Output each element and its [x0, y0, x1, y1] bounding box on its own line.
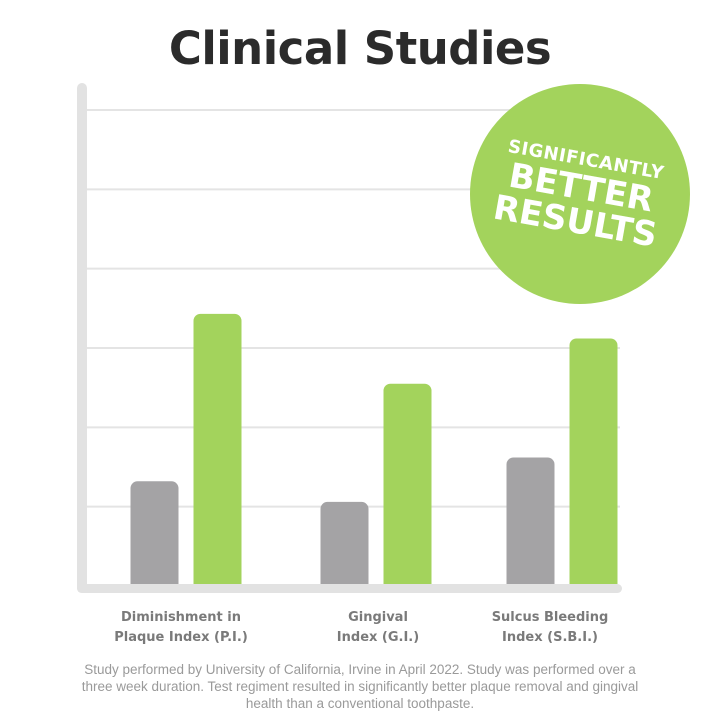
study-footnote: Study performed by University of Califor…: [81, 662, 639, 711]
results-badge: SIGNIFICANTLY BETTER RESULTS: [470, 84, 690, 304]
results-badge-text: SIGNIFICANTLY BETTER RESULTS: [453, 67, 708, 322]
category-label-line: Diminishment in: [120, 610, 242, 625]
bar-control: [506, 457, 555, 592]
category-label-line: Plaque Index (P.I.): [114, 630, 248, 645]
category-label-line: Sulcus Bleeding: [491, 610, 609, 625]
category-label-line: Gingival: [348, 610, 408, 625]
bar-control: [130, 481, 179, 592]
category-label-sulcus-bleeding-index: Sulcus Bleeding Index (S.B.I.): [460, 608, 640, 648]
chart-title: Clinical Studies: [168, 22, 552, 75]
bar-control: [320, 501, 369, 592]
category-label-line: Index (G.I.): [336, 630, 420, 645]
y-axis: [77, 83, 87, 592]
category-label-line: Index (S.B.I.): [502, 630, 598, 645]
bar-treatment: [383, 383, 432, 592]
category-label-plaque-index: Diminishment in Plaque Index (P.I.): [91, 608, 271, 648]
x-axis: [77, 584, 622, 593]
bar-treatment: [569, 338, 618, 592]
bar-treatment: [193, 313, 242, 592]
category-label-gingival-index: Gingival Index (G.I.): [288, 608, 468, 648]
